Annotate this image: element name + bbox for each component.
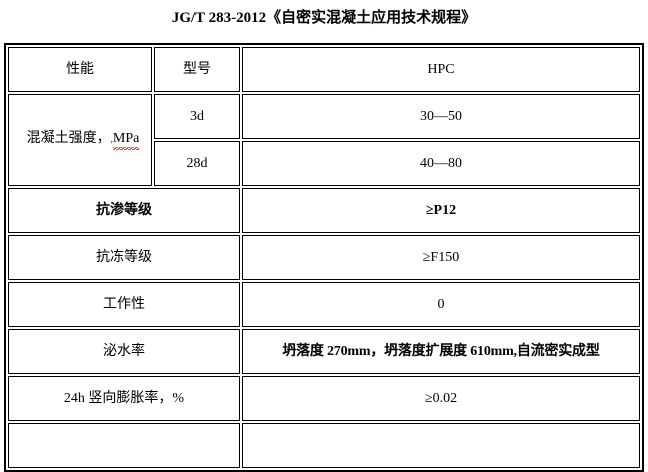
table-header-row: 性能 型号 HPC [8,47,640,92]
row-label-concrete-strength: 混凝土强度，,MPa [8,94,152,186]
value-cell-frost-resistance-grade: ≥F150 [242,235,640,280]
value-cell-empty [242,423,640,468]
table-row: 工作性 0 [8,282,640,327]
row-label-frost-resistance-grade: 抗冻等级 [8,235,240,280]
value-cell-strength-3d: 30—50 [242,94,640,139]
table-row: 泌水率 坍落度 270mm，坍落度扩展度 610mm,自流密实成型 [8,329,640,374]
value-cell-bleeding-rate: 坍落度 270mm，坍落度扩展度 610mm,自流密实成型 [242,329,640,374]
table-row: 24h 竖向膨胀率，% ≥0.02 [8,376,640,421]
value-cell-vertical-expansion: ≥0.02 [242,376,640,421]
value-cell-impermeability-grade: ≥P12 [242,188,640,233]
row-label-bleeding-rate: 泌水率 [8,329,240,374]
table-row: 抗渗等级 ≥P12 [8,188,640,233]
value-cell-strength-28d: 40—80 [242,141,640,186]
table-row: 抗冻等级 ≥F150 [8,235,640,280]
header-cell-model: 型号 [154,47,240,92]
header-cell-hpc: HPC [242,47,640,92]
label-comma: , [110,134,113,144]
specification-table: 性能 型号 HPC 混凝土强度，,MPa 3d 30—50 28d 40—80 … [4,43,644,472]
row-label-impermeability-grade: 抗渗等级 [8,188,240,233]
row-label-empty [8,423,240,468]
spellchecked-unit: MPa [112,130,140,150]
table-row: 混凝土强度，,MPa 3d 30—50 [8,94,640,186]
model-cell-28d: 28d [154,141,240,186]
header-cell-performance: 性能 [8,47,152,92]
model-cell-3d: 3d [154,94,240,139]
value-cell-workability: 0 [242,282,640,327]
document-page: JG/T 283-2012《自密实混凝土应用技术规程》 性能 型号 HPC 混凝… [4,10,644,472]
table-row [8,423,640,468]
page-title: JG/T 283-2012《自密实混凝土应用技术规程》 [171,10,477,26]
row-label-vertical-expansion: 24h 竖向膨胀率，% [8,376,240,421]
table-row: 28d 40—80 [8,141,640,186]
row-label-workability: 工作性 [8,282,240,327]
row-label-text: 混凝土强度， [26,131,111,146]
